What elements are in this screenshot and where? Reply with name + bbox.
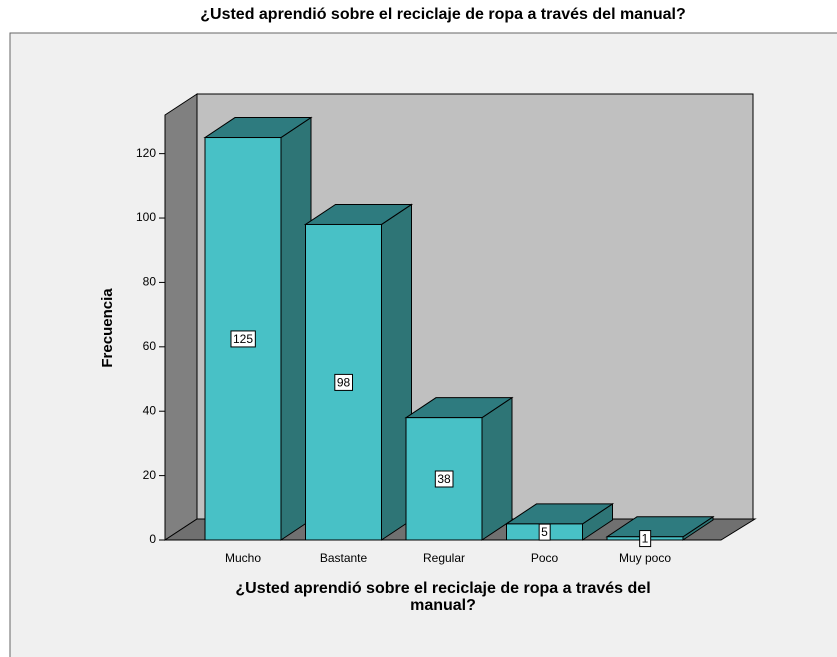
y-tick-label: 60 [143, 339, 157, 353]
y-tick-label: 40 [143, 403, 157, 417]
x-axis-label: ¿Usted aprendió sobre el reciclaje de ro… [235, 580, 651, 614]
value-label: 5 [541, 525, 548, 539]
value-label-box [538, 523, 551, 541]
y-axis-label: Frecuencia [99, 288, 116, 368]
y-tick-label: 20 [143, 468, 157, 482]
value-label: 98 [337, 375, 351, 389]
x-tick-label: Mucho [225, 551, 261, 565]
y-tick-label: 0 [149, 532, 156, 546]
y-tick-label: 120 [136, 146, 156, 160]
value-label: 125 [233, 332, 253, 346]
value-label-box [434, 470, 454, 488]
x-tick-label: Regular [423, 551, 465, 565]
value-label-box [639, 530, 652, 548]
y-tick-label: 80 [143, 275, 157, 289]
value-label: 38 [437, 472, 451, 486]
bar-side [481, 396, 513, 541]
y-tick-label: 100 [136, 210, 156, 224]
chart-title: ¿Usted aprendió sobre el reciclaje de ro… [200, 6, 686, 23]
x-tick-label: Muy poco [619, 551, 671, 565]
value-label-box [230, 330, 256, 348]
value-label: 1 [642, 532, 649, 546]
value-label-box [334, 373, 353, 391]
x-tick-label: Poco [531, 551, 559, 565]
x-tick-label: Bastante [320, 551, 368, 565]
side-wall [164, 93, 198, 541]
